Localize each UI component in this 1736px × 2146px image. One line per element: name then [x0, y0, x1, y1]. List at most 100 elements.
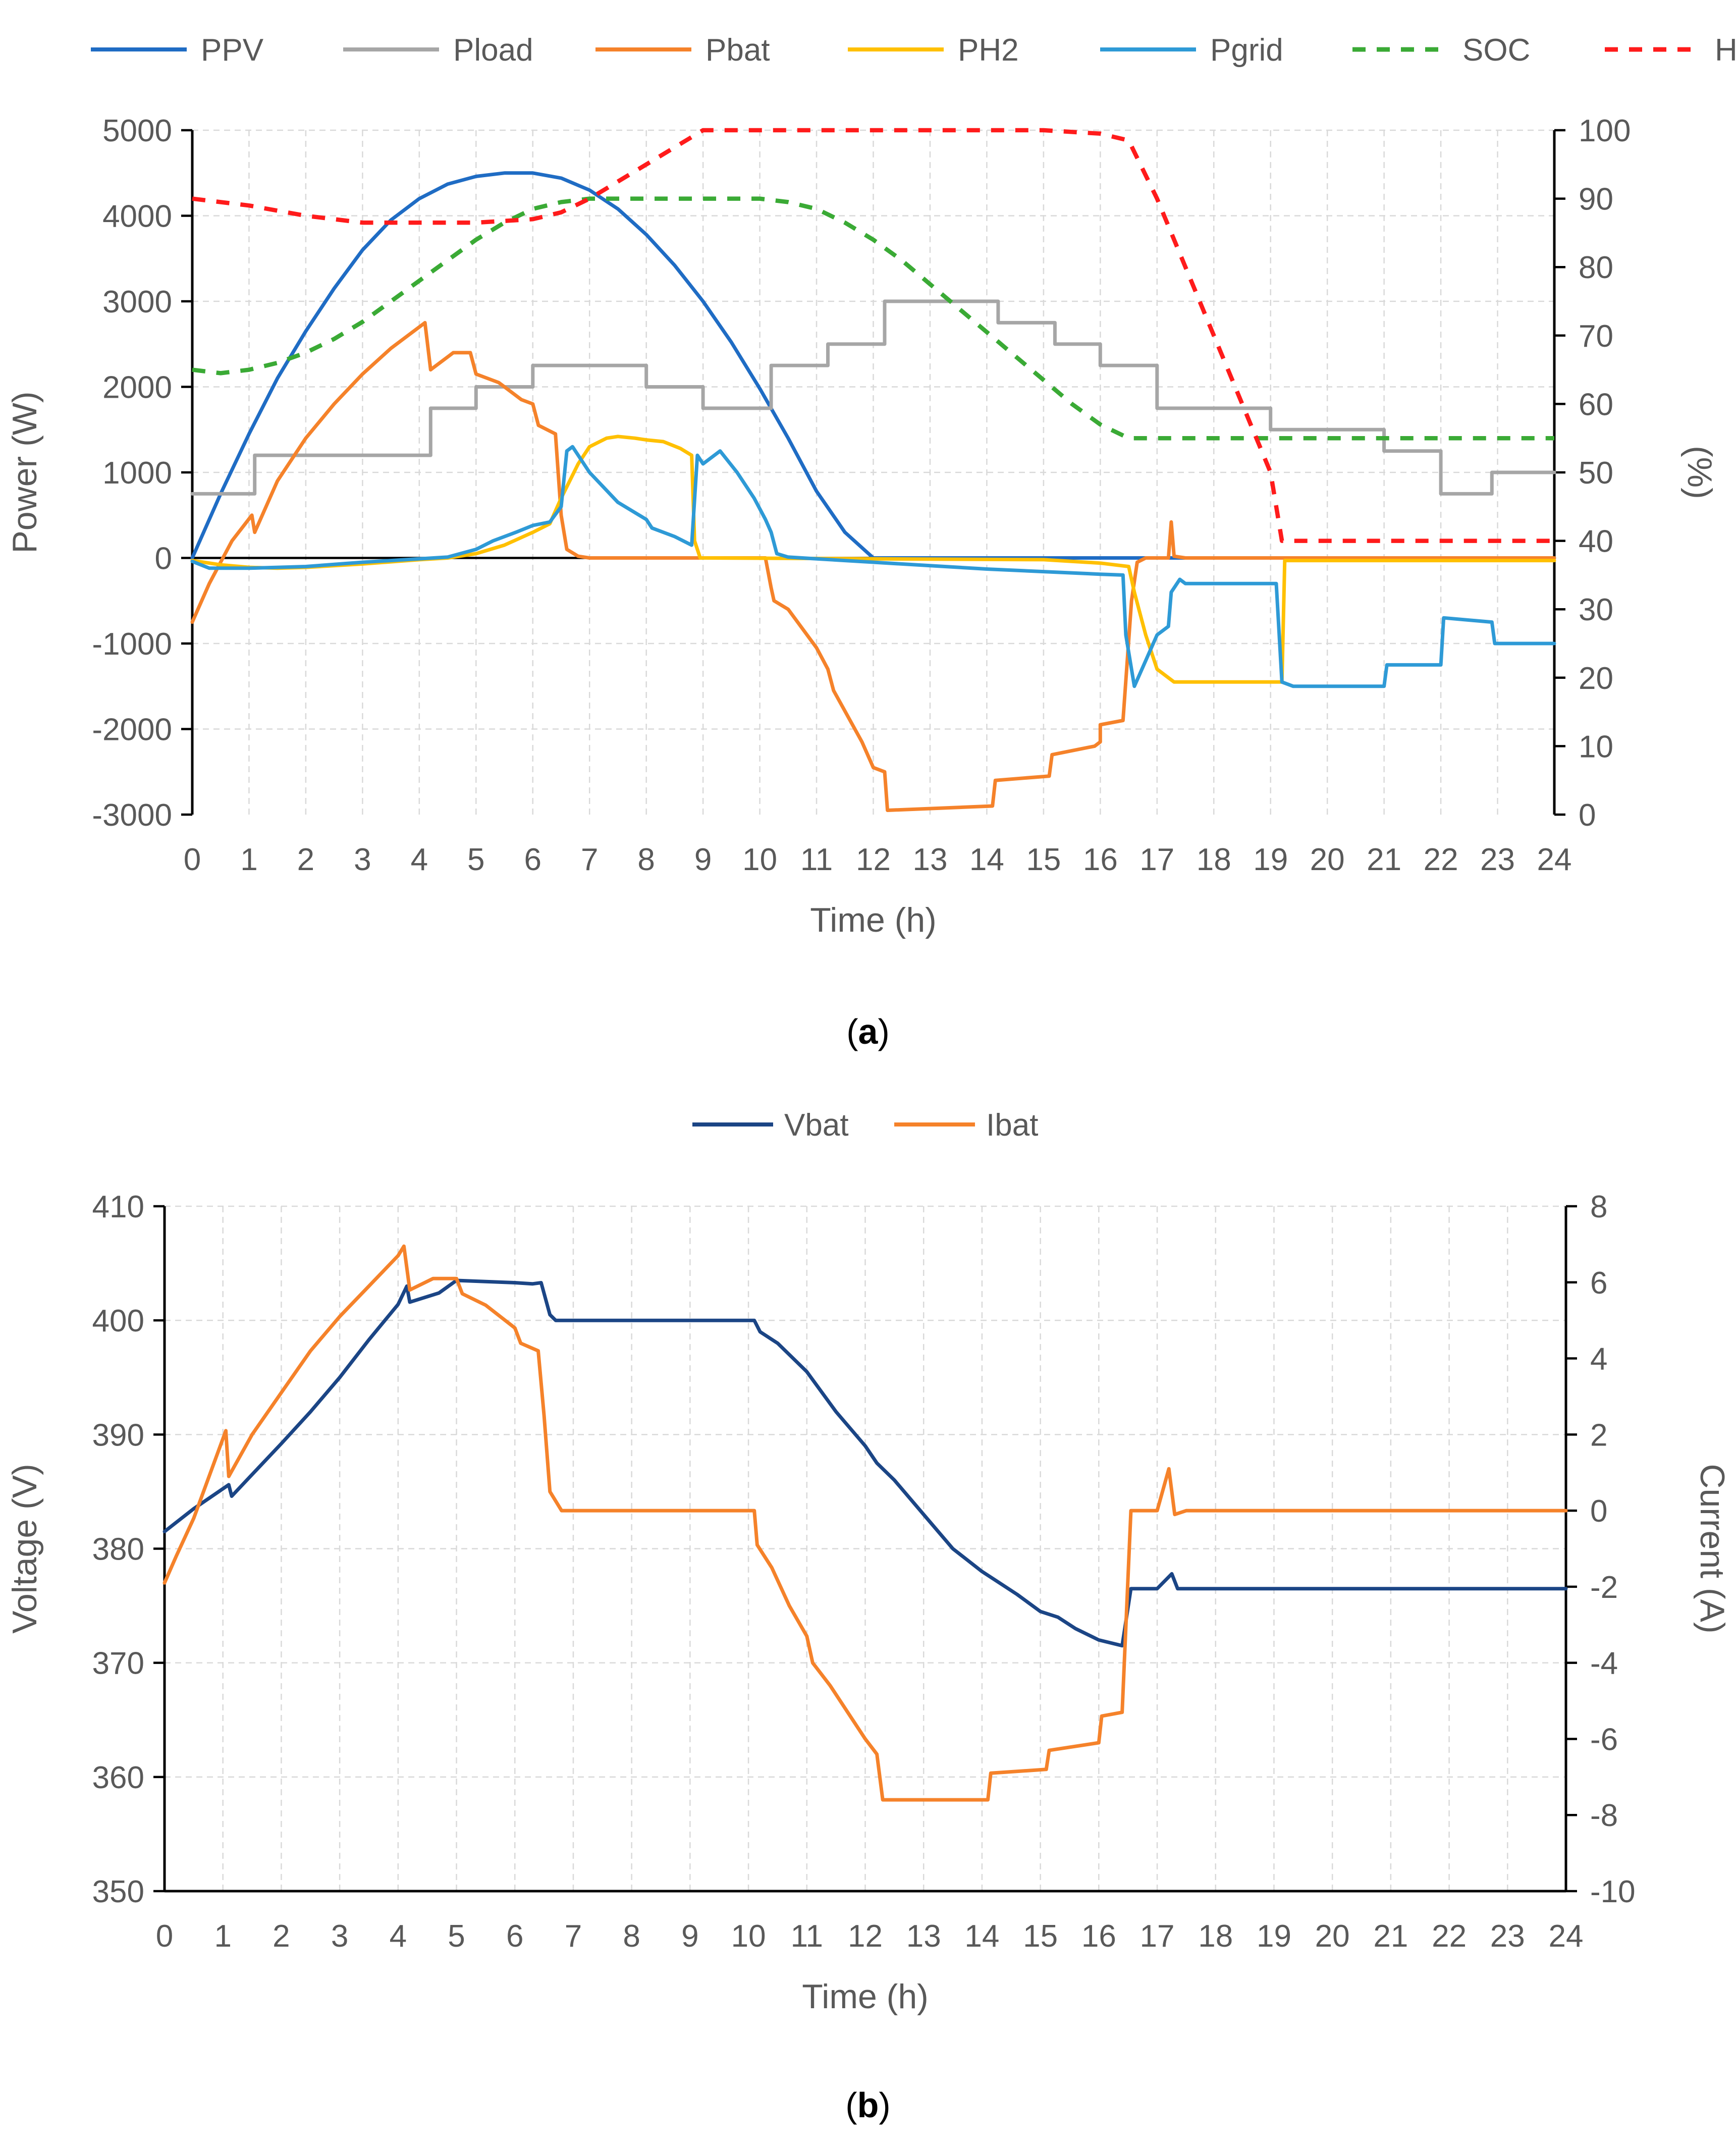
y2-tick-label: 40 [1579, 524, 1613, 559]
y-tick-label: 3000 [102, 285, 172, 319]
y2-tick-label: 50 [1579, 456, 1613, 491]
x-tick-label: 2 [273, 1919, 290, 1954]
legend: PPV Pload Pbat PH2 Pgrid SOC HL [91, 33, 1736, 68]
x-tick-label: 21 [1373, 1919, 1408, 1954]
x-tick-label: 10 [742, 842, 777, 877]
x-tick-label: 3 [331, 1919, 348, 1954]
x-tick-label: 24 [1537, 842, 1572, 877]
y-tick-label: 4000 [102, 199, 172, 234]
x-tick-label: 16 [1083, 842, 1118, 877]
y2-tick-label: 100 [1579, 114, 1631, 148]
y-tick-label: 390 [92, 1418, 144, 1453]
y-tick-label: 370 [92, 1646, 144, 1681]
legend-label-soc: SOC [1462, 33, 1530, 68]
y-axis-title: Voltage (V) [6, 1464, 44, 1633]
series-line-hl [192, 128, 1554, 543]
x-tick-label: 13 [906, 1919, 941, 1954]
y2-tick-label: 20 [1579, 661, 1613, 696]
y2-tick-label: -8 [1590, 1798, 1618, 1833]
legend-label-ph2: PH2 [958, 33, 1019, 68]
x-tick-label: 17 [1140, 842, 1174, 877]
x-tick-label: 19 [1257, 1919, 1291, 1954]
y-tick-label: 1000 [102, 456, 172, 491]
y-tick-label: 400 [92, 1304, 144, 1338]
x-tick-label: 1 [240, 842, 257, 877]
x-tick-label: 14 [969, 842, 1004, 877]
x-tick-label: 24 [1549, 1919, 1584, 1954]
x-tick-label: 19 [1253, 842, 1288, 877]
series-line-vbat [162, 1278, 1568, 1648]
x-tick-label: 7 [581, 842, 598, 877]
legend-label-vbat: Vbat [784, 1108, 849, 1143]
x-tick-label: 1 [214, 1919, 231, 1954]
y-tick-label: 380 [92, 1532, 144, 1567]
y-tick-label: -1000 [92, 627, 172, 662]
y2-tick-label: 10 [1579, 729, 1613, 764]
x-tick-label: 8 [623, 1919, 640, 1954]
x-tick-label: 16 [1081, 1919, 1116, 1954]
y2-tick-label: 0 [1579, 798, 1596, 833]
x-tick-label: 22 [1424, 842, 1458, 877]
series-line-ibat [162, 1244, 1568, 1802]
y-tick-label: 2000 [102, 370, 172, 405]
legend-label-pgrid: Pgrid [1210, 33, 1283, 68]
legend-label-ibat: Ibat [986, 1108, 1038, 1143]
x-tick-label: 20 [1310, 842, 1345, 877]
x-tick-label: 0 [184, 842, 201, 877]
x-axis-title: Time (h) [810, 901, 937, 939]
x-tick-label: 21 [1367, 842, 1401, 877]
x-tick-label: 5 [448, 1919, 465, 1954]
x-tick-label: 23 [1480, 842, 1515, 877]
x-tick-label: 6 [506, 1919, 523, 1954]
x-tick-label: 4 [411, 842, 428, 877]
y-tick-label: -2000 [92, 713, 172, 747]
x-tick-label: 6 [524, 842, 541, 877]
x-tick-label: 22 [1432, 1919, 1467, 1954]
x-tick-label: 3 [354, 842, 371, 877]
y-tick-label: -3000 [92, 798, 172, 833]
y-tick-label: 0 [155, 542, 172, 576]
series-line-soc [192, 196, 1554, 441]
x-tick-label: 20 [1315, 1919, 1350, 1954]
y2-tick-label: 30 [1579, 593, 1613, 627]
x-tick-label: 9 [694, 842, 712, 877]
y-axis-title: Power (W) [6, 391, 44, 553]
x-tick-label: 5 [467, 842, 484, 877]
x-tick-label: 0 [156, 1919, 173, 1954]
x-tick-label: 23 [1490, 1919, 1525, 1954]
x-tick-label: 10 [731, 1919, 766, 1954]
y2-tick-label: 2 [1590, 1418, 1607, 1453]
y2-tick-label: -2 [1590, 1570, 1618, 1605]
x-tick-label: 2 [297, 842, 314, 877]
legend: Vbat Ibat [692, 1108, 1038, 1143]
x-axis-title: Time (h) [802, 1977, 929, 2016]
panel-label: (a) [846, 1012, 890, 1051]
y-tick-label: 360 [92, 1760, 144, 1795]
panel-label: (b) [845, 2085, 890, 2125]
legend-label-pload: Pload [453, 33, 533, 68]
y-tick-label: 5000 [102, 114, 172, 148]
panel-letter: a [858, 1012, 879, 1051]
y2-tick-label: 8 [1590, 1190, 1607, 1224]
x-tick-label: 18 [1197, 842, 1231, 877]
series-line-pload [190, 299, 1556, 496]
panel-letter: b [857, 2085, 879, 2125]
x-tick-label: 15 [1023, 1919, 1058, 1954]
y2-tick-label: -4 [1590, 1646, 1618, 1681]
grid [165, 1205, 1567, 1891]
x-tick-label: 8 [637, 842, 655, 877]
y2-axis-title: Current (A) [1693, 1464, 1731, 1633]
y2-tick-label: 80 [1579, 250, 1613, 285]
x-tick-label: 11 [791, 1919, 823, 1954]
y2-tick-label: 70 [1579, 319, 1613, 354]
y2-tick-label: 4 [1590, 1342, 1607, 1377]
x-tick-label: 12 [848, 1919, 883, 1954]
y-tick-label: 350 [92, 1874, 144, 1909]
x-tick-label: 13 [912, 842, 947, 877]
y-tick-label: 410 [92, 1190, 144, 1224]
x-tick-label: 18 [1198, 1919, 1233, 1954]
x-tick-label: 12 [856, 842, 891, 877]
x-tick-label: 14 [964, 1919, 999, 1954]
